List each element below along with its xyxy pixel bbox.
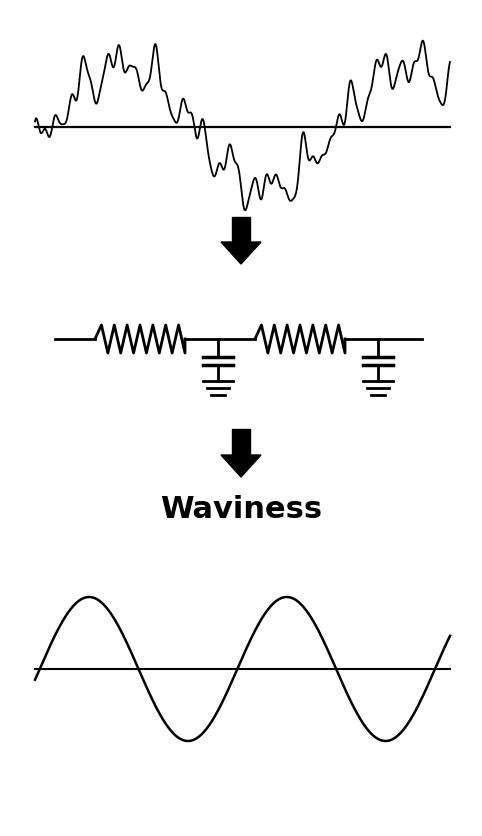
Text: Waviness: Waviness [160,495,322,524]
Polygon shape [221,242,261,265]
Polygon shape [221,456,261,477]
Polygon shape [232,430,250,456]
Polygon shape [232,217,250,242]
